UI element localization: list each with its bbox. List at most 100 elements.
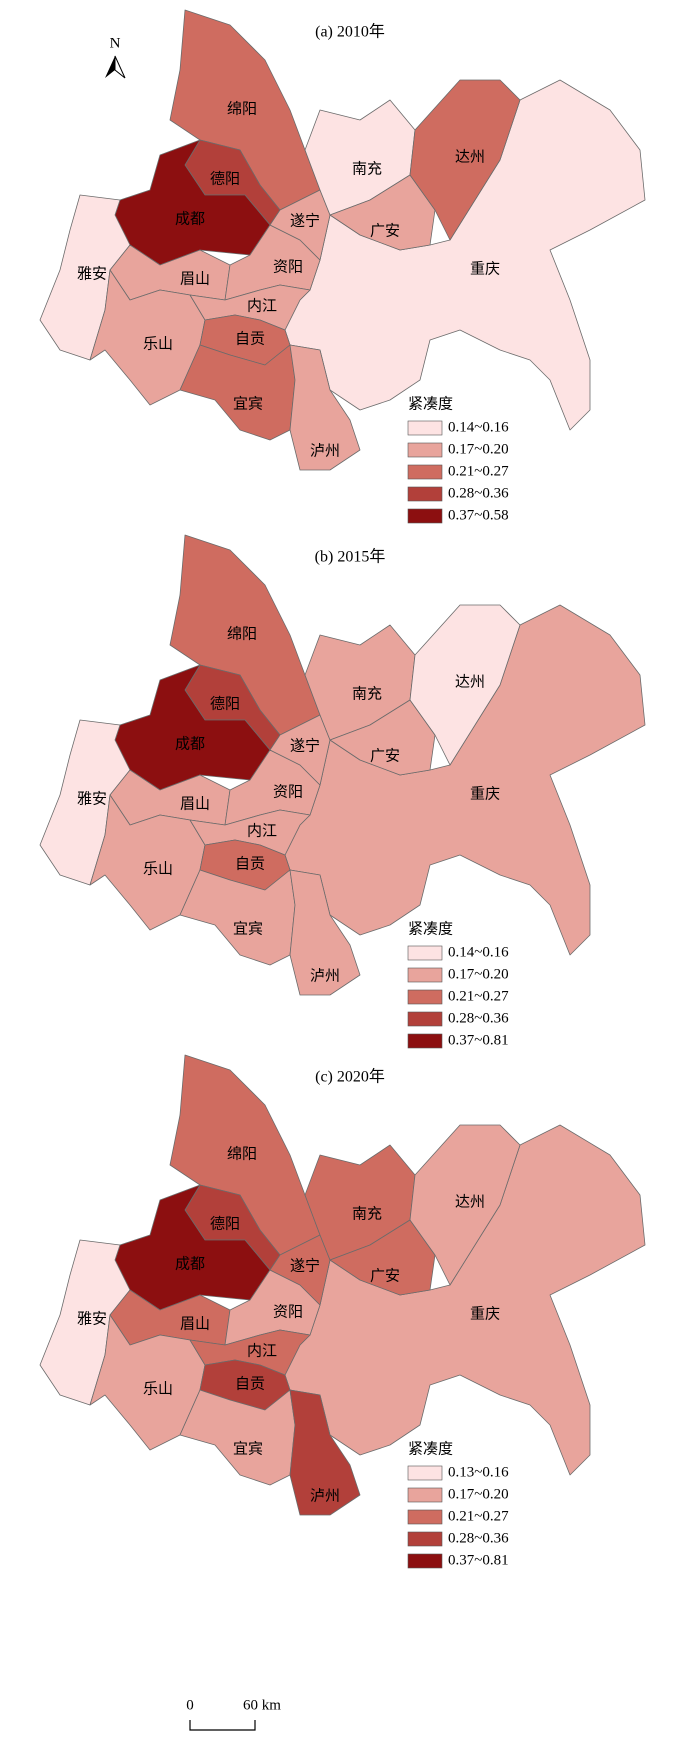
legend-swatch (407, 508, 443, 524)
legend-swatch (407, 1033, 443, 1049)
region-label: 雅安 (77, 790, 107, 807)
region-label: 南充 (352, 1205, 382, 1222)
region-label: 德阳 (210, 694, 240, 712)
north-label: N (110, 35, 121, 51)
legend-swatch (407, 464, 443, 480)
scale-line (189, 1720, 256, 1731)
region (329, 699, 436, 776)
region-label: 内江 (247, 822, 277, 839)
region-label: 资阳 (273, 258, 303, 275)
region-label: 乐山 (143, 1380, 173, 1397)
legend-swatch (407, 1531, 443, 1547)
region-label: 广安 (370, 1267, 400, 1284)
north-arrow: N (105, 35, 126, 79)
legend-swatch (407, 1465, 443, 1481)
panel-title: (a) 2010年 (315, 23, 385, 41)
legend-title: 紧凑度 (408, 920, 453, 937)
region-label: 泸州 (310, 1487, 340, 1504)
region-label: 遂宁 (290, 1257, 320, 1274)
region-label: 泸州 (310, 442, 340, 459)
panel-title: (b) 2015年 (315, 548, 386, 566)
region-label: 乐山 (143, 860, 173, 877)
legend: 紧凑度 0.13~0.16 0.17~0.20 0.21~0.27 0.28~0.36 0… (407, 1440, 509, 1569)
panel-title: (c) 2020年 (315, 1068, 385, 1086)
region-label: 宜宾 (233, 1440, 263, 1457)
region-label: 重庆 (470, 785, 500, 802)
region-label: 泸州 (310, 967, 340, 984)
region-label: 遂宁 (290, 737, 320, 754)
region-label: 资阳 (273, 783, 303, 800)
legend-label: 0.37~0.81 (448, 1032, 509, 1048)
legend-label: 0.17~0.20 (448, 966, 509, 982)
legend-title: 紧凑度 (408, 1440, 453, 1457)
legend-label: 0.21~0.27 (448, 463, 509, 479)
region (409, 79, 521, 241)
region-label: 宜宾 (233, 920, 263, 937)
region (289, 1389, 361, 1516)
region-label: 自贡 (235, 330, 265, 347)
region-label: 绵阳 (227, 1145, 257, 1162)
legend-label: 0.14~0.16 (448, 419, 509, 435)
legend-swatch (407, 989, 443, 1005)
region-label: 自贡 (235, 1375, 265, 1392)
legend-swatch (407, 420, 443, 436)
legend-swatch (407, 442, 443, 458)
region-label: 重庆 (470, 260, 500, 277)
region-label: 眉山 (180, 795, 210, 812)
scale-bar: 0 60 km (186, 1697, 281, 1731)
legend-label: 0.13~0.16 (448, 1464, 509, 1480)
legend-label: 0.21~0.27 (448, 1508, 509, 1524)
region-label: 绵阳 (227, 625, 257, 642)
legend-swatch (407, 967, 443, 983)
legend: 紧凑度 0.14~0.16 0.17~0.20 0.21~0.27 0.28~0.36 0… (407, 920, 509, 1049)
region-label: 绵阳 (227, 100, 257, 117)
region (329, 1219, 436, 1296)
region-label: 眉山 (180, 1315, 210, 1332)
region-label: 南充 (352, 160, 382, 177)
region-label: 乐山 (143, 335, 173, 352)
region (409, 604, 521, 766)
region-label: 德阳 (210, 169, 240, 187)
region-label: 广安 (370, 222, 400, 239)
region-label: 达州 (455, 148, 485, 165)
legend-label: 0.17~0.20 (448, 1486, 509, 1502)
legend-label: 0.37~0.81 (448, 1552, 509, 1568)
legend-swatch (407, 945, 443, 961)
region-label: 达州 (455, 673, 485, 690)
legend-label: 0.28~0.36 (448, 1010, 509, 1026)
legend: 紧凑度 0.14~0.16 0.17~0.20 0.21~0.27 0.28~0.36 0… (407, 395, 509, 524)
region-label: 内江 (247, 297, 277, 314)
legend-label: 0.37~0.58 (448, 507, 509, 523)
legend-swatch (407, 1509, 443, 1525)
region-label: 成都 (175, 1255, 205, 1272)
region-label: 达州 (455, 1193, 485, 1210)
legend-swatch (407, 1487, 443, 1503)
region-label: 自贡 (235, 855, 265, 872)
region-label: 内江 (247, 1342, 277, 1359)
north-arrow-right (114, 55, 126, 79)
region-label: 重庆 (470, 1305, 500, 1322)
region-label: 广安 (370, 747, 400, 764)
region (329, 174, 436, 251)
region (289, 344, 361, 471)
legend-label: 0.14~0.16 (448, 944, 509, 960)
legend-swatch (407, 1553, 443, 1569)
region (179, 1389, 296, 1486)
region-label: 成都 (175, 735, 205, 752)
region-label: 雅安 (77, 265, 107, 282)
region-label: 宜宾 (233, 395, 263, 412)
legend-title: 紧凑度 (408, 395, 453, 412)
region (409, 1124, 521, 1286)
region-label: 资阳 (273, 1303, 303, 1320)
region-label: 雅安 (77, 1310, 107, 1327)
region (289, 869, 361, 996)
region-label: 德阳 (210, 1214, 240, 1232)
region (179, 869, 296, 966)
region-label: 南充 (352, 685, 382, 702)
legend-swatch (407, 486, 443, 502)
legend-label: 0.28~0.36 (448, 1530, 509, 1546)
